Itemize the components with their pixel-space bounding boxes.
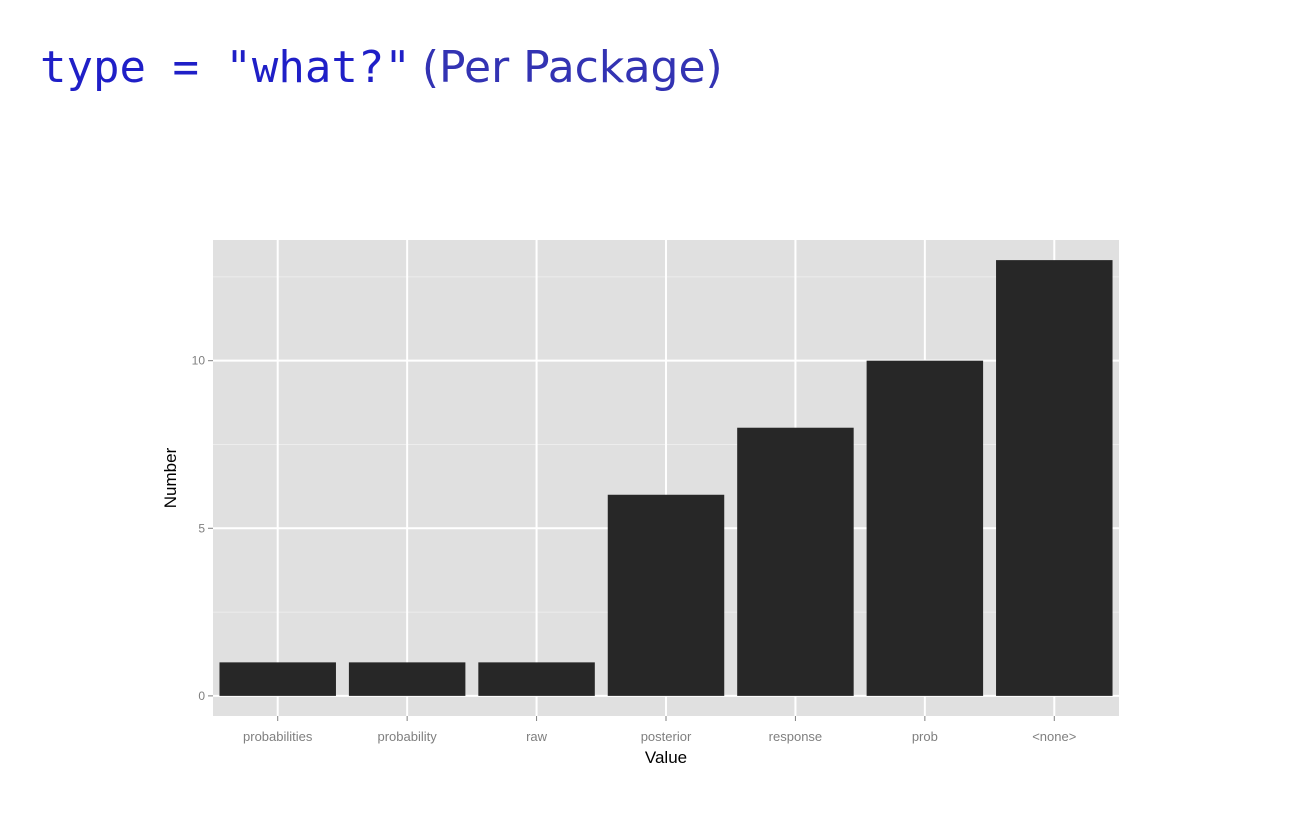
- bar-probability: [348, 662, 466, 696]
- y-axis-ticks: 0 5 10: [192, 354, 213, 703]
- slide-title-code: type = "what?": [40, 42, 411, 93]
- x-tick-label: probability: [378, 729, 438, 744]
- y-tick-label: 0: [198, 689, 205, 703]
- bar-raw: [478, 662, 595, 696]
- x-tick-label: <none>: [1032, 729, 1076, 744]
- x-tick-label: raw: [526, 729, 548, 744]
- y-axis-label: Number: [161, 447, 180, 508]
- slide-title-text: (Per Package): [421, 42, 723, 93]
- bar-none: [996, 260, 1113, 696]
- bars: [219, 260, 1113, 696]
- x-tick-label: posterior: [641, 729, 692, 744]
- x-tick-label: probabilities: [243, 729, 313, 744]
- bar-posterior: [607, 494, 725, 696]
- bar-response: [737, 427, 854, 696]
- slide-title: type = "what?" (Per Package): [40, 46, 723, 90]
- x-axis-label: Value: [645, 748, 687, 767]
- x-tick-label: prob: [912, 729, 938, 744]
- x-tick-label: response: [769, 729, 822, 744]
- y-tick-label: 5: [198, 521, 205, 535]
- bar-prob: [866, 360, 984, 696]
- bar-probabilities: [219, 662, 336, 696]
- x-axis-ticks: probabilities probability raw posterior resp…: [243, 716, 1076, 744]
- y-tick-label: 10: [192, 354, 206, 368]
